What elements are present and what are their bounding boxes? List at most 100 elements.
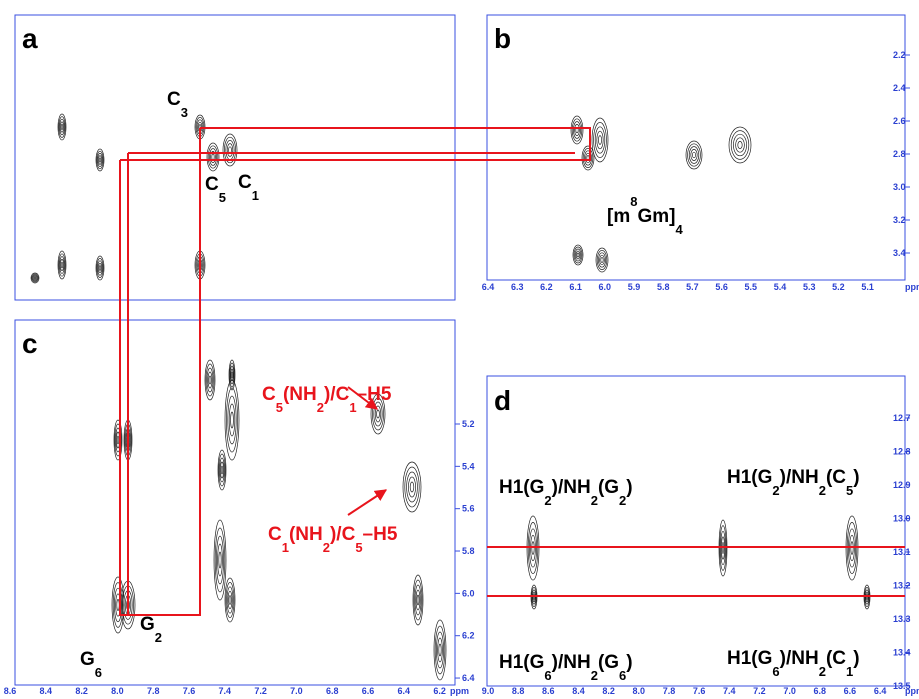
contour (205, 360, 215, 400)
annotation-part: C (205, 174, 219, 195)
annotation: C1(NH2)/C5–H5 (268, 524, 398, 555)
annotation-part: (NH (283, 384, 317, 405)
x-tick-label: 6.3 (511, 282, 524, 292)
contour (229, 404, 235, 436)
y-tick-label: 2.2 (893, 50, 906, 60)
y-tick-label: 13.0 (893, 514, 911, 524)
annotation-part: 2 (323, 540, 330, 555)
annotation-part: H1(G (499, 477, 544, 498)
annotation-part: 2 (544, 493, 551, 508)
y-tick-label: 13.1 (893, 547, 911, 557)
x-tick-label: 5.7 (686, 282, 699, 292)
x-tick-label: 5.1 (861, 282, 874, 292)
panel-a-frame (15, 15, 455, 300)
correlation-lines (120, 128, 905, 615)
x-tick-label: 6.8 (326, 686, 339, 696)
contour (228, 591, 232, 609)
contour (408, 477, 415, 497)
contour (208, 372, 212, 388)
panel-d-frame (487, 376, 905, 686)
y-tick-label: 12.8 (893, 447, 911, 457)
contour (99, 158, 101, 162)
annotation: C1 (238, 172, 259, 203)
x-tick-label: 8.2 (75, 686, 88, 696)
y-tick-label: 5.6 (462, 504, 475, 514)
annotation-part: 2 (591, 493, 598, 508)
annotation-part: ) (853, 648, 859, 669)
annotation-part: –H5 (357, 384, 392, 405)
annotation-part: 2 (819, 483, 826, 498)
x-tick-label: 7.4 (723, 686, 736, 696)
annotation-part: 6 (544, 668, 551, 683)
x-tick-label: 7.0 (290, 686, 303, 696)
y-tick-label: 3.4 (893, 248, 906, 258)
y-tick-label: 13.3 (893, 614, 911, 624)
annotation-part: 1 (846, 664, 853, 679)
x-tick-label: 8.6 (4, 686, 17, 696)
annotation-part: 6 (95, 665, 102, 680)
annotation-part: 4 (675, 222, 683, 237)
contour (577, 253, 579, 257)
annotation-part: (NH (289, 524, 323, 545)
annotation-part: )/NH (780, 467, 819, 488)
annotation-part: C (238, 172, 252, 193)
y-tick-label: 5.4 (462, 461, 475, 471)
y-tick-label: 2.8 (893, 149, 906, 159)
contour (601, 258, 603, 263)
contour (576, 251, 580, 259)
contour (417, 595, 419, 605)
x-tick-label: 8.2 (602, 686, 615, 696)
contour (96, 256, 104, 280)
annotation: H1(G2)/NH2(G2) (499, 477, 633, 508)
contour (207, 143, 219, 171)
x-tick-label: 7.2 (254, 686, 267, 696)
contour (58, 114, 66, 140)
contour (416, 590, 420, 610)
x-tick-label: 6.2 (540, 282, 553, 292)
contour (736, 138, 745, 152)
arrow (348, 490, 386, 515)
annotation-part: ) (853, 467, 859, 488)
contour (31, 273, 39, 283)
annotation-part: 6 (772, 664, 779, 679)
contour (691, 149, 697, 160)
x-tick-label: 9.0 (482, 686, 495, 696)
contour (209, 376, 211, 384)
annotation: C3 (167, 89, 188, 120)
x-tick-label: 6.6 (844, 686, 857, 696)
x-tick-label: 6.1 (569, 282, 582, 292)
x-tick-label: 6.8 (814, 686, 827, 696)
panel-letter: d (494, 385, 511, 416)
annotation-part: )/NH (552, 477, 591, 498)
y-tick-label: 2.6 (893, 116, 906, 126)
annotation-part: C (268, 524, 282, 545)
contour (571, 116, 583, 144)
annotation-part: 2 (155, 630, 162, 645)
contour (214, 520, 226, 600)
annotation-part: C (167, 89, 181, 110)
annotation-part: 5 (355, 540, 362, 555)
contour (731, 131, 749, 160)
panel-letter: c (22, 328, 38, 359)
contour (600, 255, 605, 265)
contour (410, 482, 414, 492)
x-tick-label: 6.4 (482, 282, 495, 292)
red-link (120, 128, 590, 160)
annotation-part: )/C (324, 384, 350, 405)
figure: abcd6.46.36.26.16.05.95.85.75.65.55.45.3… (0, 0, 919, 699)
annotation-part: 6 (619, 668, 626, 683)
annotation: H1(G6)/NH2(C1) (727, 648, 860, 679)
contour (61, 262, 63, 268)
contour (225, 578, 235, 622)
annotation-part: 2 (619, 493, 626, 508)
contour (403, 462, 421, 512)
x-tick-label: 6.4 (398, 686, 411, 696)
contour (692, 152, 695, 158)
y-tick-label: 5.2 (462, 419, 475, 429)
contour (221, 466, 223, 474)
contour (596, 248, 608, 272)
x-tick-label: 8.0 (633, 686, 646, 696)
x-tick-label: 5.9 (628, 282, 641, 292)
annotation-part: H1(G (727, 648, 772, 669)
x-tick-label: 5.8 (657, 282, 670, 292)
